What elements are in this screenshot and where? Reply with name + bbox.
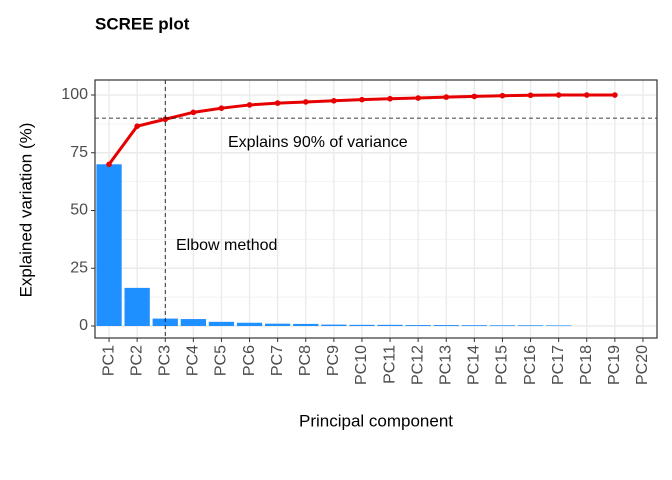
x-tick-label: PC17 — [550, 345, 567, 385]
y-tick-label: 0 — [79, 317, 88, 334]
x-tick-label: PC15 — [494, 345, 511, 385]
bar — [124, 287, 150, 326]
x-tick-label: PC5 — [213, 345, 230, 376]
bar — [517, 325, 544, 326]
x-tick-label: PC12 — [409, 345, 426, 385]
x-tick-label: PC6 — [241, 345, 258, 376]
y-tick-label: 25 — [70, 259, 88, 276]
x-tick-label: PC18 — [578, 345, 595, 385]
x-tick-label: PC10 — [353, 345, 370, 385]
y-tick-label: 100 — [61, 86, 88, 103]
x-axis-title: Principal component — [299, 411, 453, 430]
x-tick-label: PC14 — [466, 345, 483, 385]
x-tick-label: PC4 — [185, 345, 202, 376]
point — [499, 92, 506, 99]
point — [190, 109, 197, 116]
bar — [96, 164, 122, 326]
point — [387, 95, 393, 102]
x-tick-label: PC8 — [297, 345, 314, 376]
y-tick-label: 50 — [70, 202, 88, 219]
bar — [461, 325, 487, 326]
plot-background — [95, 80, 657, 338]
bar — [265, 323, 291, 326]
x-tick-label: PC16 — [522, 345, 539, 385]
x-tick-label: PC3 — [156, 345, 173, 376]
bar — [489, 325, 516, 326]
bar — [546, 325, 572, 326]
x-tick-label: PC19 — [606, 345, 623, 385]
x-tick-label: PC11 — [381, 345, 398, 384]
x-tick-label: PC13 — [437, 345, 454, 385]
point — [106, 161, 112, 168]
point — [443, 94, 450, 100]
y-axis-title: Explained variation (%) — [16, 123, 35, 298]
bar — [321, 324, 347, 326]
bar — [377, 324, 403, 326]
x-tick-label: PC1 — [100, 345, 117, 376]
point — [583, 92, 590, 98]
bar — [236, 322, 263, 326]
point — [612, 92, 618, 98]
bar — [208, 321, 235, 326]
bar — [293, 323, 319, 326]
point — [331, 97, 337, 104]
point — [274, 100, 281, 106]
point — [218, 105, 225, 111]
bar — [433, 325, 459, 326]
plot-border — [94, 79, 658, 339]
bar — [349, 324, 375, 326]
x-tick-label: PC9 — [325, 345, 342, 376]
point — [134, 123, 140, 129]
x-tick-label: PC2 — [128, 345, 145, 376]
point — [359, 96, 365, 103]
point — [555, 92, 562, 98]
point — [471, 93, 478, 100]
chart-title: SCREE plot — [95, 14, 190, 33]
x-tick-label: PC20 — [634, 345, 651, 385]
annotation: Explains 90% of variance — [228, 134, 408, 151]
point — [415, 95, 421, 101]
point — [302, 99, 309, 105]
annotation: Elbow method — [176, 237, 277, 254]
bar — [152, 318, 178, 326]
bar — [180, 319, 206, 326]
point — [527, 92, 534, 99]
bar — [405, 325, 431, 326]
point — [246, 102, 253, 108]
y-tick-label: 75 — [70, 144, 88, 161]
x-tick-label: PC7 — [269, 345, 286, 376]
